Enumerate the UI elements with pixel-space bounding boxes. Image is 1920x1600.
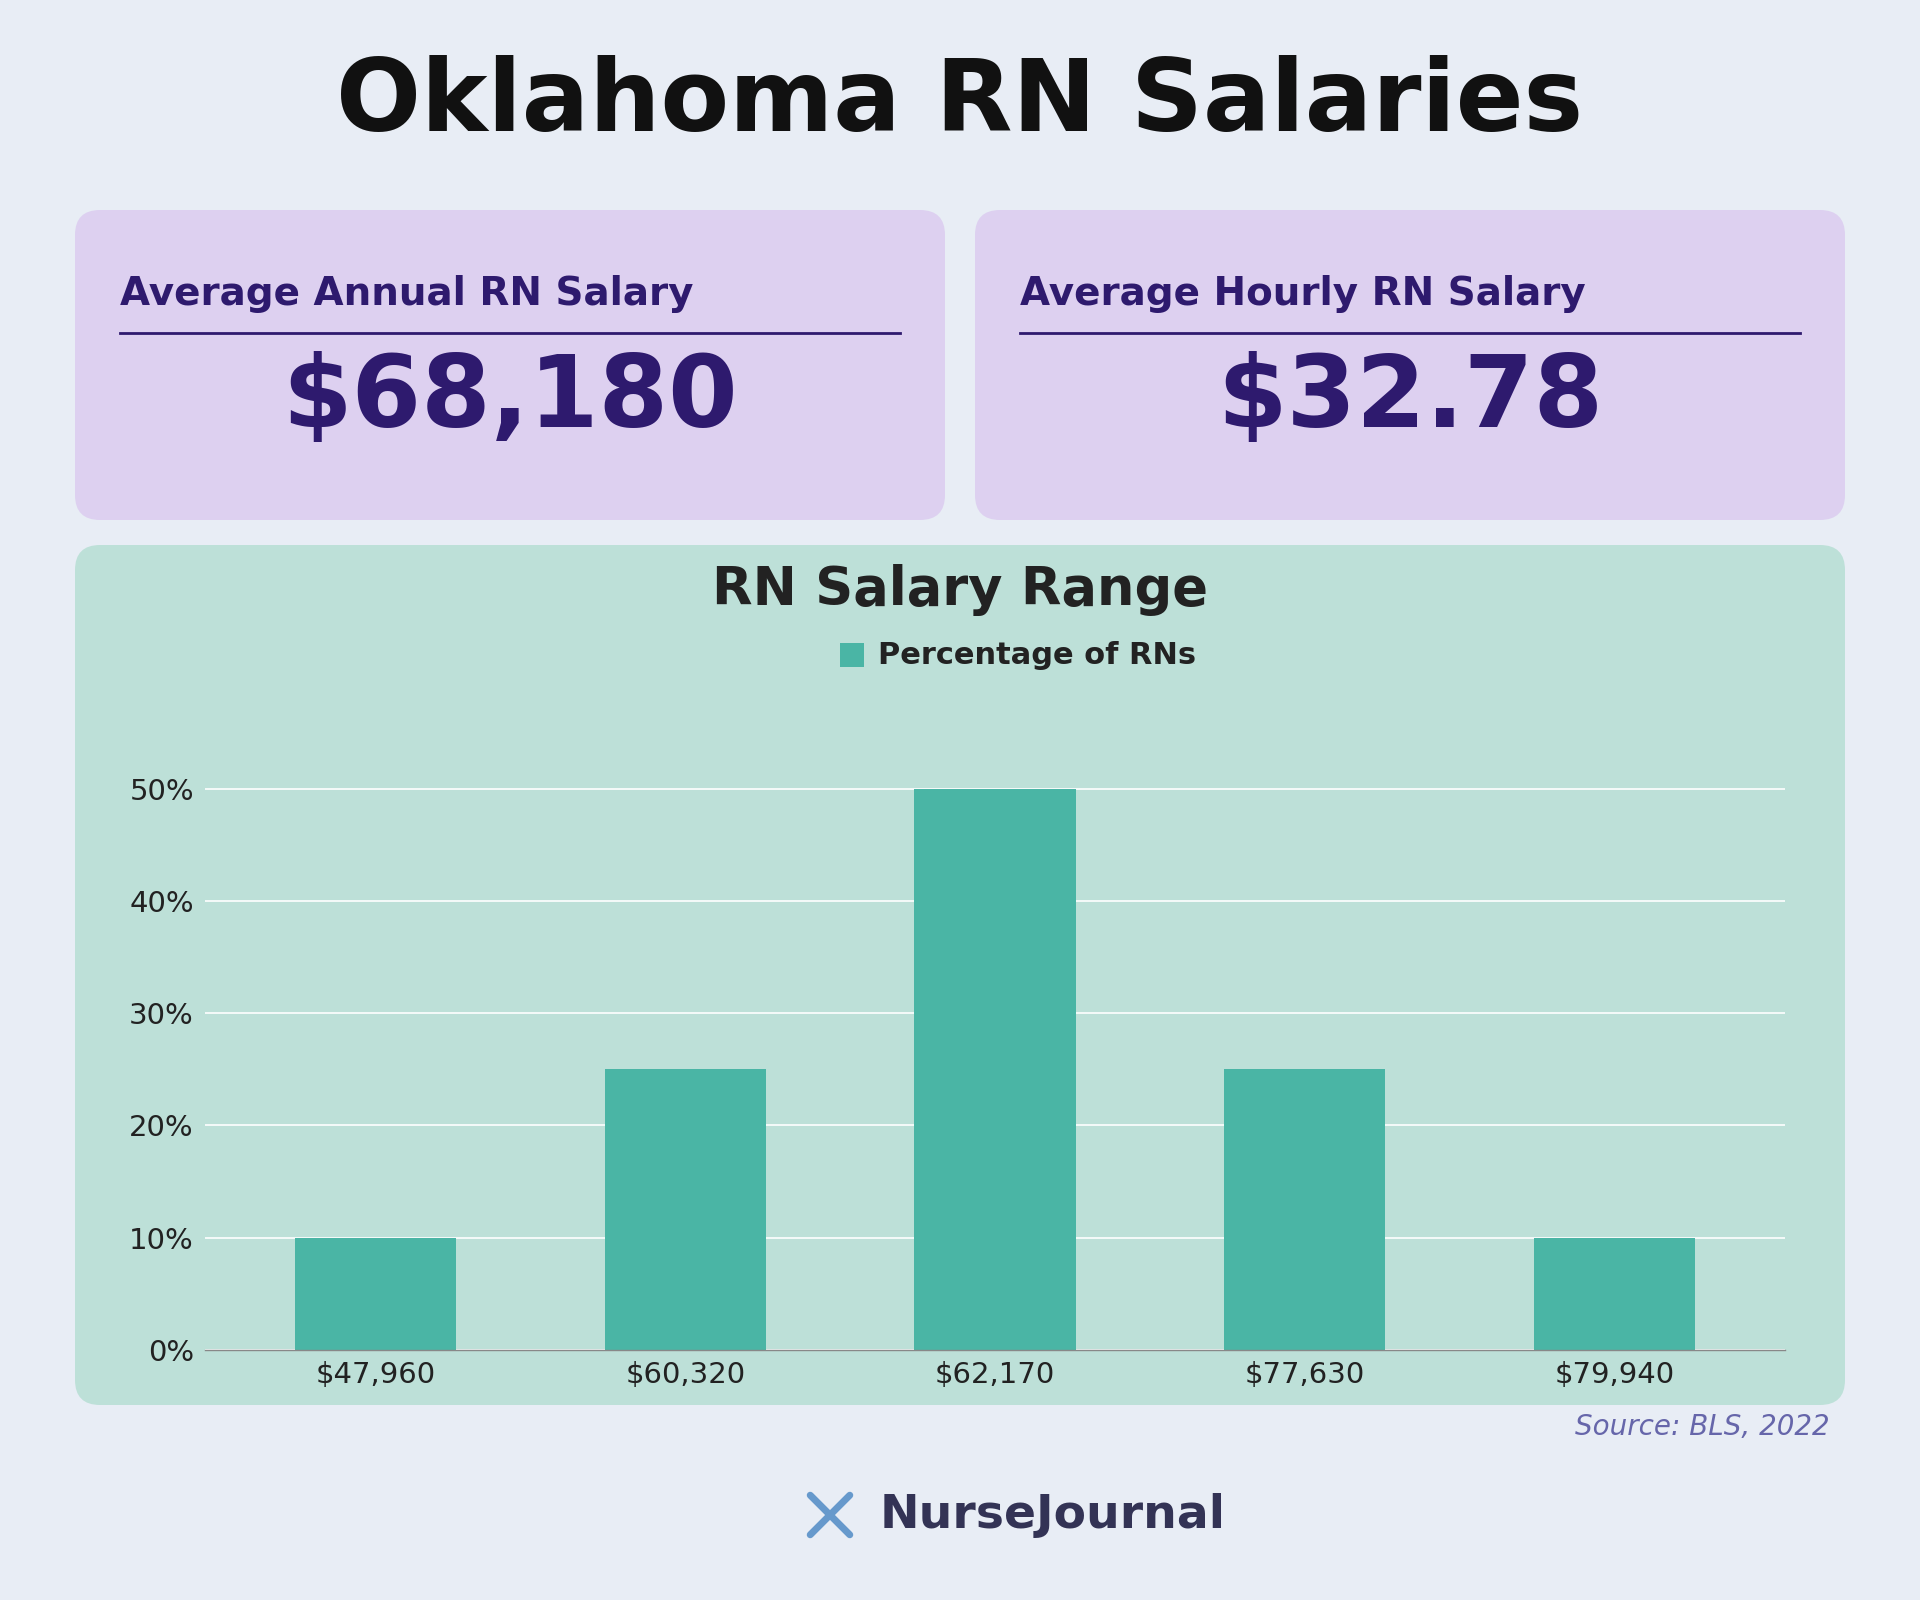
Text: RN Salary Range: RN Salary Range	[712, 565, 1208, 616]
FancyBboxPatch shape	[841, 643, 864, 667]
FancyBboxPatch shape	[975, 210, 1845, 520]
Text: $68,180: $68,180	[282, 350, 737, 448]
Text: NurseJournal: NurseJournal	[879, 1493, 1227, 1538]
FancyBboxPatch shape	[75, 546, 1845, 1405]
Text: Percentage of RNs: Percentage of RNs	[877, 640, 1196, 669]
Bar	[1534, 1238, 1695, 1350]
Text: Average Hourly RN Salary: Average Hourly RN Salary	[1020, 275, 1586, 314]
Bar	[605, 1069, 766, 1350]
Bar	[1225, 1069, 1386, 1350]
Text: Source: BLS, 2022: Source: BLS, 2022	[1576, 1413, 1830, 1442]
Bar	[914, 789, 1075, 1350]
Bar	[296, 1238, 455, 1350]
Text: Average Annual RN Salary: Average Annual RN Salary	[119, 275, 693, 314]
Text: Oklahoma RN Salaries: Oklahoma RN Salaries	[336, 54, 1584, 152]
FancyBboxPatch shape	[75, 210, 945, 520]
Text: $32.78: $32.78	[1217, 350, 1603, 448]
